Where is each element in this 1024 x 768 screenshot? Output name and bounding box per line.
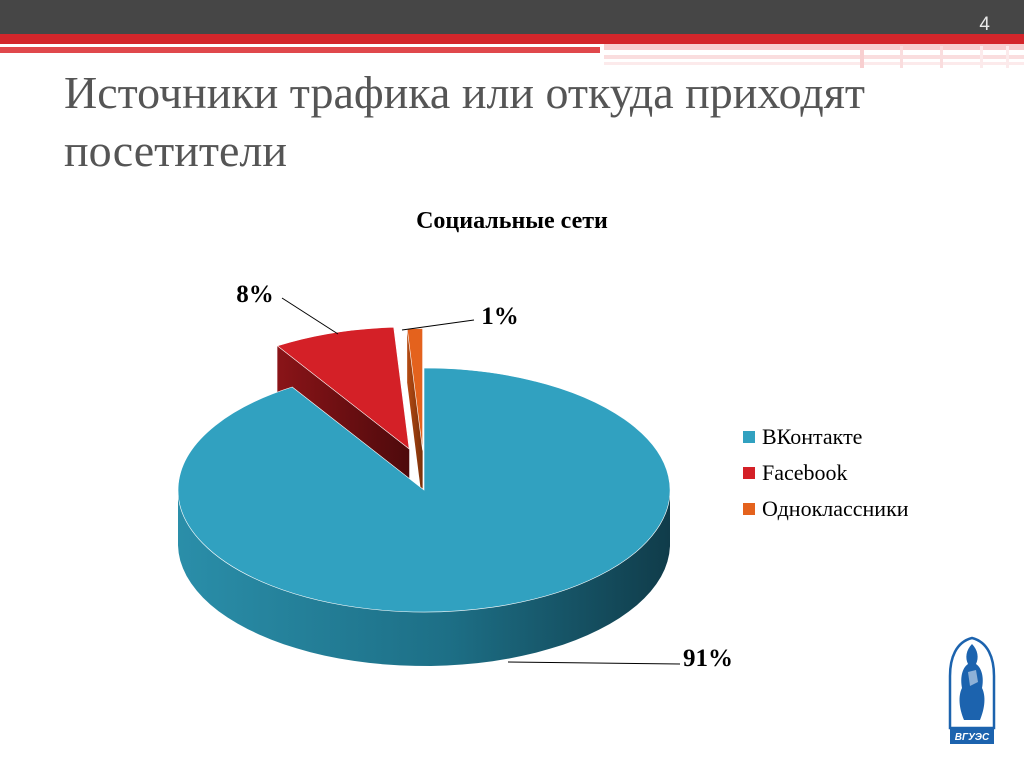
legend-label: Одноклассники [762, 496, 909, 521]
data-label: 8% [236, 281, 274, 308]
leader-line [507, 661, 681, 665]
pie-slice-face [407, 328, 423, 505]
pie-slice-top [276, 326, 410, 450]
legend-swatch [743, 503, 755, 515]
slide-header-band [0, 0, 1024, 68]
slide-number: 4 [979, 14, 990, 35]
header-dark-bar [0, 0, 1024, 34]
header-fade-stripes [604, 44, 1024, 68]
chart-title: Социальные сети [416, 208, 608, 234]
pie-slice-top [177, 367, 671, 613]
chart-legend: ВКонтакте Facebook Одноклассники [743, 424, 909, 521]
data-label: 91% [683, 645, 733, 672]
legend-swatch [743, 431, 755, 443]
pie-slice-Одноклассники [406, 328, 423, 505]
university-logo-icon: ВГУЭС [948, 636, 996, 744]
header-red-thin-bar [0, 47, 600, 53]
slide-title: Источники трафика или откуда приходят по… [64, 67, 865, 176]
header-red-bar [0, 34, 1024, 44]
header-white-line [0, 44, 600, 47]
leader-line [401, 319, 475, 331]
pie-slices [177, 326, 671, 666]
pie-slice-ВКонтакте [177, 367, 671, 666]
legend-label: ВКонтакте [762, 424, 862, 449]
pie-data-labels: 91% 8% 1% [236, 281, 733, 672]
legend-label: Facebook [762, 460, 848, 485]
logo-text: ВГУЭС [955, 732, 990, 743]
data-label: 1% [481, 303, 519, 330]
legend-swatch [743, 467, 755, 479]
leader-line [281, 297, 339, 335]
pie-slice-side [178, 491, 670, 666]
